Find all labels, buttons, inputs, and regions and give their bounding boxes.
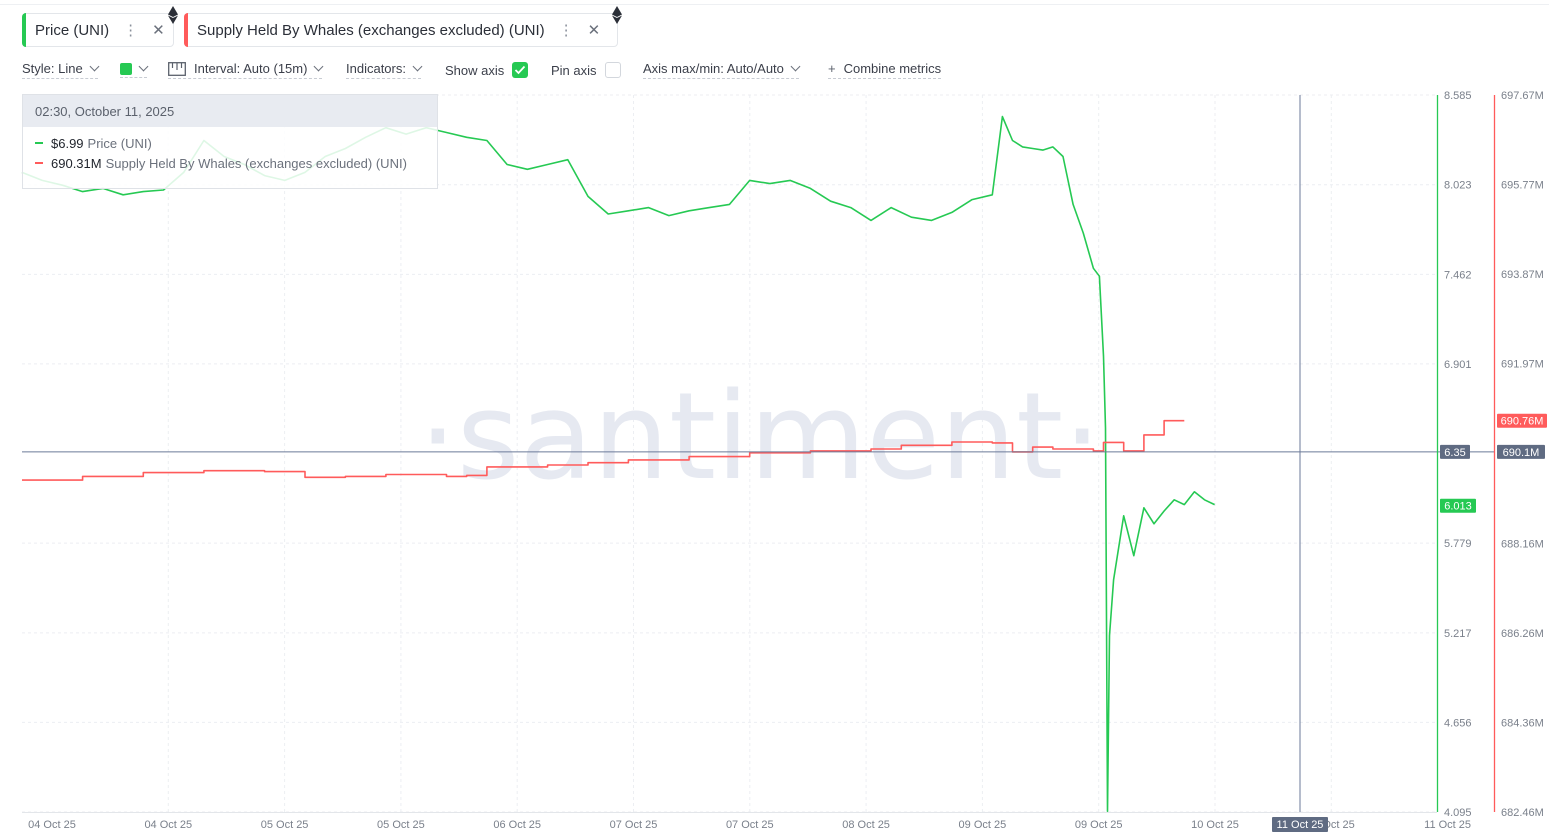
chart-grid — [22, 94, 1437, 813]
metric-color-bar — [184, 13, 188, 47]
x-tick-label: 11 Oct 25 — [1308, 819, 1355, 831]
color-picker[interactable] — [120, 60, 149, 80]
supply-tick-label: 684.36M — [1501, 717, 1544, 729]
check-icon — [515, 65, 526, 75]
hover-tooltip: 02:30, October 11, 2025 $6.99 Price (UNI… — [22, 94, 438, 189]
x-tick-label: 07 Oct 25 — [610, 819, 658, 831]
chevron-down-icon — [314, 61, 324, 72]
x-tick-label: 06 Oct 25 — [493, 819, 541, 831]
supply-tick-label: 693.87M — [1501, 269, 1544, 281]
pin-axis-toggle[interactable]: Pin axis — [551, 60, 621, 80]
x-tick-label: 10 Oct 25 — [1191, 819, 1239, 831]
x-tick-label: 04 Oct 25 — [28, 819, 76, 831]
x-crosshair-badge: 11 Oct 25 — [1277, 819, 1324, 831]
price-tick-label: 8.585 — [1444, 90, 1472, 102]
interval-label: Interval: Auto (15m) — [194, 61, 308, 76]
supply-line — [22, 419, 1185, 481]
price-tick-label: 5.217 — [1444, 628, 1472, 640]
chevron-down-icon — [790, 61, 801, 72]
chevron-down-icon — [89, 61, 100, 72]
chevron-down-icon — [138, 61, 149, 72]
show-axis-label: Show axis — [445, 62, 505, 78]
supply-tick-label: 697.67M — [1501, 90, 1544, 102]
ruler-icon — [168, 61, 186, 76]
price-tick-label: 5.779 — [1444, 538, 1472, 550]
tooltip-date: 02:30, October 11, 2025 — [23, 95, 437, 127]
series-layer — [21, 115, 1215, 812]
tooltip-value: $6.99 — [51, 135, 84, 151]
indicators-label: Indicators: — [346, 61, 406, 76]
price-tick-label: 4.095 — [1444, 807, 1472, 819]
x-tick-label: 05 Oct 25 — [377, 819, 425, 831]
axes: 04 Oct 25 04 Oct 25 05 Oct 25 05 Oct 25 06 O… — [22, 90, 1547, 832]
x-tick-label: 04 Oct 25 — [144, 819, 192, 831]
supply-tick-label: 686.26M — [1501, 628, 1544, 640]
supply-tick-label: 688.16M — [1501, 538, 1544, 550]
ethereum-icon — [612, 6, 622, 24]
color-swatch-icon — [120, 62, 132, 75]
legend-swatch — [35, 142, 43, 144]
tooltip-value: 690.31M — [51, 155, 102, 171]
chart-toolbar: Style: Line Interval: Auto (15m) Indicat… — [0, 60, 1000, 80]
style-label: Style: Line — [22, 61, 83, 76]
legend-swatch — [35, 162, 43, 164]
price-last-badge-bg — [1440, 498, 1476, 513]
supply-last-badge-bg — [1497, 413, 1547, 428]
x-crosshair-badge-bg — [1272, 817, 1328, 832]
price-tick-label: 4.656 — [1444, 717, 1472, 729]
metric-color-bar — [22, 13, 26, 47]
axis-maxmin-dropdown[interactable]: Axis max/min: Auto/Auto — [643, 60, 801, 80]
x-tick-label: 05 Oct 25 — [261, 819, 309, 831]
metric-label: Supply Held By Whales (exchanges exclude… — [197, 21, 545, 39]
x-tick-label: 11 Oct 25 — [1424, 819, 1471, 831]
price-tick-label: 7.462 — [1444, 269, 1472, 281]
axis-maxmin-label: Axis max/min: Auto/Auto — [643, 61, 784, 76]
chevron-down-icon — [412, 61, 423, 72]
tooltip-row-supply: 690.31M Supply Held By Whales (exchanges… — [23, 153, 437, 173]
combine-metrics-button[interactable]: + Combine metrics — [828, 60, 942, 80]
tooltip-name: Price (UNI) — [87, 135, 152, 151]
pin-axis-label: Pin axis — [551, 62, 597, 78]
supply-crosshair-badge: 690.1M — [1503, 447, 1540, 459]
vertical-dots-icon[interactable]: ⋮ — [558, 22, 574, 39]
price-crosshair-badge-bg — [1440, 444, 1470, 459]
crosshair — [22, 95, 1494, 812]
price-tick-label: 6.901 — [1444, 359, 1472, 371]
combine-metrics-label: Combine metrics — [843, 61, 942, 76]
x-tick-label: 09 Oct 25 — [1075, 819, 1123, 831]
price-line — [21, 115, 1215, 812]
x-tick-label: 08 Oct 25 — [842, 819, 890, 831]
watermark: ·santiment· — [419, 368, 1102, 507]
supply-last-badge: 690.76M — [1501, 416, 1544, 428]
supply-tick-label: 691.97M — [1501, 359, 1544, 371]
style-dropdown[interactable]: Style: Line — [22, 60, 100, 80]
show-axis-toggle[interactable]: Show axis — [445, 60, 529, 80]
x-tick-label: 09 Oct 25 — [959, 819, 1007, 831]
price-crosshair-badge: 6.35 — [1444, 447, 1465, 459]
supply-crosshair-badge-bg — [1497, 444, 1545, 459]
price-last-badge: 6.013 — [1444, 501, 1472, 513]
close-icon[interactable]: ✕ — [587, 22, 601, 39]
metric-tab-price[interactable]: Price (UNI) ⋮ ✕ — [22, 13, 174, 47]
top-divider — [0, 4, 1549, 5]
metric-tab-supply-whales[interactable]: Supply Held By Whales (exchanges exclude… — [184, 13, 618, 47]
tooltip-name: Supply Held By Whales (exchanges exclude… — [105, 155, 407, 171]
x-tick-label: 07 Oct 25 — [726, 819, 774, 831]
close-icon[interactable]: ✕ — [152, 22, 165, 39]
plus-icon: + — [828, 61, 836, 76]
supply-tick-label: 695.77M — [1501, 180, 1544, 192]
tooltip-row-price: $6.99 Price (UNI) — [23, 133, 437, 153]
indicators-dropdown[interactable]: Indicators: — [346, 60, 423, 80]
supply-tick-label: 682.46M — [1501, 807, 1544, 819]
metric-label: Price (UNI) — [35, 21, 110, 39]
show-axis-checkbox[interactable] — [512, 62, 529, 78]
vertical-dots-icon[interactable]: ⋮ — [123, 22, 139, 39]
price-tick-label: 8.023 — [1444, 180, 1472, 192]
ethereum-icon — [168, 6, 178, 24]
interval-dropdown[interactable]: Interval: Auto (15m) — [168, 60, 324, 80]
pin-axis-checkbox[interactable] — [604, 62, 621, 78]
